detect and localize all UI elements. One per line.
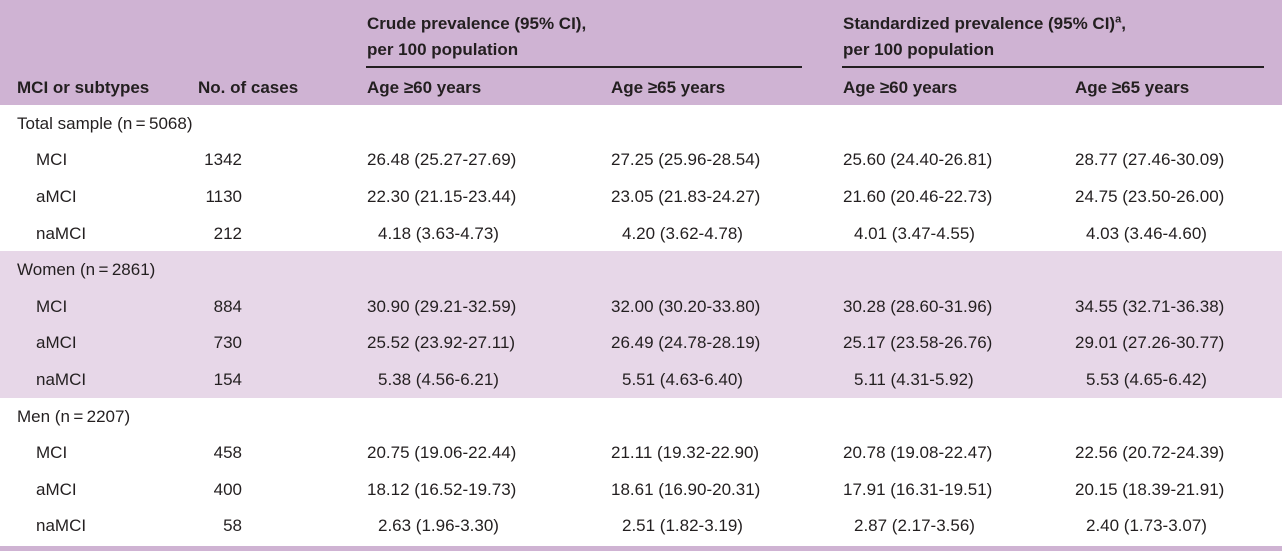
std-60-cell: 30.28 (28.60-31.96) xyxy=(843,297,993,316)
crude-65-cell: 23.05 (21.83-24.27) xyxy=(611,187,761,206)
subtype-cell: aMCI xyxy=(36,480,77,499)
crude-65-cell: 4.20 (3.62-4.78) xyxy=(622,224,743,243)
column-header-crude-60: Age ≥60 years xyxy=(367,78,482,97)
crude-60-cell: 20.75 (19.06-22.44) xyxy=(367,443,517,462)
subtype-cell: aMCI xyxy=(36,333,77,352)
subtype-cell: naMCI xyxy=(36,516,87,535)
crude-60-cell: 26.48 (25.27-27.69) xyxy=(367,150,517,169)
table-row: aMCI 400 18.12 (16.52-19.73) 18.61 (16.9… xyxy=(0,478,1282,502)
cases-cell: 730 xyxy=(213,333,242,352)
crude-60-cell: 22.30 (21.15-23.44) xyxy=(367,187,517,206)
table-row: MCI 884 30.90 (29.21-32.59) 32.00 (30.20… xyxy=(0,295,1282,319)
std-60-cell: 4.01 (3.47-4.55) xyxy=(854,224,975,243)
crude-65-cell: 18.61 (16.90-20.31) xyxy=(611,480,761,499)
table-row: aMCI 1130 22.30 (21.15-23.44) 23.05 (21.… xyxy=(0,185,1282,209)
subtype-cell: naMCI xyxy=(36,370,87,389)
crude-60-cell: 25.52 (23.92-27.11) xyxy=(367,333,516,352)
crude-60-cell: 30.90 (29.21-32.59) xyxy=(367,297,517,316)
cases-cell: 212 xyxy=(213,224,242,243)
std-65-cell: 2.40 (1.73-3.07) xyxy=(1086,516,1207,535)
crude-prevalence-rule xyxy=(366,66,802,68)
section-label-total: Total sample (n = 5068) xyxy=(17,114,193,133)
crude-60-cell: 18.12 (16.52-19.73) xyxy=(367,480,517,499)
column-header-cases: No. of cases xyxy=(198,78,299,97)
subtype-cell: naMCI xyxy=(36,224,87,243)
standardized-prevalence-rule xyxy=(842,66,1264,68)
crude-60-cell: 5.38 (4.56-6.21) xyxy=(378,370,499,389)
table-row: MCI 458 20.75 (19.06-22.44) 21.11 (19.32… xyxy=(0,441,1282,465)
subtype-cell: aMCI xyxy=(36,187,77,206)
std-65-cell: 24.75 (23.50-26.00) xyxy=(1075,187,1225,206)
std-65-cell: 4.03 (3.46-4.60) xyxy=(1086,224,1207,243)
std-60-cell: 25.60 (24.40-26.81) xyxy=(843,150,993,169)
std-60-cell: 5.11 (4.31-5.92) xyxy=(854,370,974,389)
std-65-cell: 29.01 (27.26-30.77) xyxy=(1075,333,1225,352)
cases-cell: 458 xyxy=(213,443,242,462)
std-60-cell: 2.87 (2.17-3.56) xyxy=(854,516,975,535)
std-65-cell: 28.77 (27.46-30.09) xyxy=(1075,150,1225,169)
crude-65-cell: 21.11 (19.32-22.90) xyxy=(611,443,760,462)
crude-65-cell: 27.25 (25.96-28.54) xyxy=(611,150,761,169)
std-60-cell: 20.78 (19.08-22.47) xyxy=(843,443,993,462)
cases-cell: 58 xyxy=(223,516,242,535)
cases-cell: 400 xyxy=(213,480,242,499)
cases-cell: 154 xyxy=(213,370,242,389)
std-60-cell: 25.17 (23.58-26.76) xyxy=(843,333,993,352)
column-header-std-60: Age ≥60 years xyxy=(843,78,958,97)
section-label-men: Men (n = 2207) xyxy=(17,407,131,426)
std-60-cell: 21.60 (20.46-22.73) xyxy=(843,187,993,206)
table-row: MCI 1342 26.48 (25.27-27.69) 27.25 (25.9… xyxy=(0,148,1282,172)
crude-65-cell: 2.51 (1.82-3.19) xyxy=(622,516,743,535)
cases-cell: 884 xyxy=(213,297,242,316)
cases-cell: 1130 xyxy=(205,187,242,206)
subtype-cell: MCI xyxy=(36,297,68,316)
footnote-marker: a xyxy=(1115,13,1122,26)
std-60-cell: 17.91 (16.31-19.51) xyxy=(843,480,993,499)
table-row: aMCI 730 25.52 (23.92-27.11) 26.49 (24.7… xyxy=(0,331,1282,355)
table-header xyxy=(0,0,1282,105)
column-header-subtype: MCI or subtypes xyxy=(17,78,150,97)
crude-65-cell: 32.00 (30.20-33.80) xyxy=(611,297,761,316)
table-row: naMCI 154 5.38 (4.56-6.21) 5.51 (4.63-6.… xyxy=(0,368,1282,392)
cases-cell: 1342 xyxy=(204,150,242,169)
crude-60-cell: 2.63 (1.96-3.30) xyxy=(378,516,499,535)
column-header-std-65: Age ≥65 years xyxy=(1075,78,1190,97)
table-row: naMCI 212 4.18 (3.63-4.73) 4.20 (3.62-4.… xyxy=(0,222,1282,246)
section-label-women: Women (n = 2861) xyxy=(17,260,156,279)
std-65-cell: 20.15 (18.39-21.91) xyxy=(1075,480,1225,499)
std-65-cell: 5.53 (4.65-6.42) xyxy=(1086,370,1207,389)
crude-prevalence-heading: Crude prevalence (95% CI), per 100 popul… xyxy=(367,14,587,59)
crude-65-cell: 5.51 (4.63-6.40) xyxy=(622,370,743,389)
standardized-prevalence-heading: Standardized prevalence (95% CI)a, per 1… xyxy=(843,13,1126,59)
crude-60-cell: 4.18 (3.63-4.73) xyxy=(378,224,499,243)
women-section-band xyxy=(0,251,1282,398)
subtype-cell: MCI xyxy=(36,443,68,462)
std-65-cell: 34.55 (32.71-36.38) xyxy=(1075,297,1225,316)
table-bottom-rule xyxy=(0,546,1282,551)
table-row: naMCI 58 2.63 (1.96-3.30) 2.51 (1.82-3.1… xyxy=(0,514,1282,538)
subtype-cell: MCI xyxy=(36,150,68,169)
std-65-cell: 22.56 (20.72-24.39) xyxy=(1075,443,1225,462)
column-header-crude-65: Age ≥65 years xyxy=(611,78,726,97)
crude-65-cell: 26.49 (24.78-28.19) xyxy=(611,333,761,352)
